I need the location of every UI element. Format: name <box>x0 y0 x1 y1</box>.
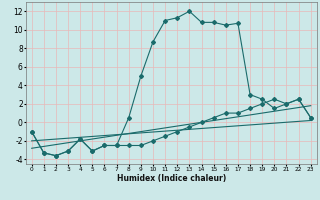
X-axis label: Humidex (Indice chaleur): Humidex (Indice chaleur) <box>116 174 226 183</box>
